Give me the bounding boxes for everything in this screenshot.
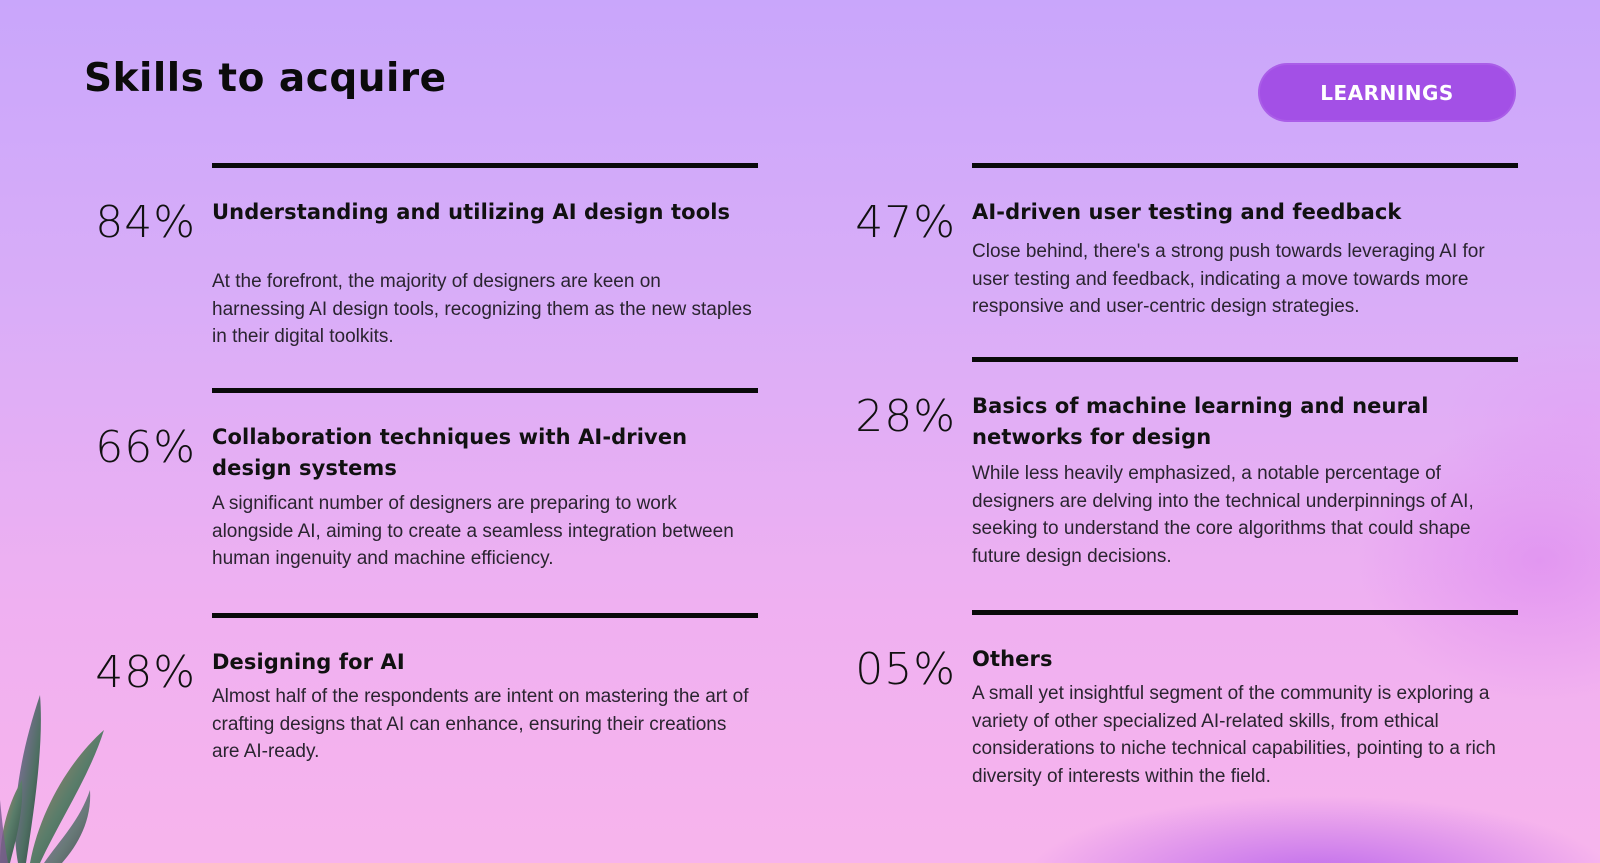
plant-leaves-icon: [0, 695, 104, 863]
page-title: Skills to acquire: [84, 56, 447, 101]
skill-percentage: 47%: [855, 197, 956, 248]
skill-percentage: 28%: [855, 391, 956, 442]
skill-description: Almost half of the respondents are inten…: [212, 686, 749, 762]
section-divider: [972, 163, 1518, 168]
skill-heading: Understanding and utilizing AI design to…: [212, 200, 731, 224]
skill-description: At the forefront, the majority of design…: [212, 271, 752, 347]
section-divider: [972, 357, 1518, 362]
section-divider: [212, 163, 758, 168]
skill-percentage: 84%: [95, 197, 196, 248]
section-divider: [972, 610, 1518, 615]
skill-description: While less heavily emphasized, a notable…: [972, 463, 1474, 567]
skill-description: A small yet insightful segment of the co…: [972, 683, 1496, 787]
skill-percentage: 48%: [95, 647, 196, 698]
learnings-badge[interactable]: LEARNINGS: [1258, 63, 1516, 122]
skill-heading: Basics of machine learning and neural ne…: [972, 394, 1429, 449]
skill-description: Close behind, there's a strong push towa…: [972, 241, 1485, 317]
section-divider: [212, 613, 758, 618]
skill-description: A significant number of designers are pr…: [212, 493, 734, 569]
skill-heading: Others: [972, 647, 1053, 671]
skill-heading: Designing for AI: [212, 650, 405, 674]
skill-percentage: 05%: [855, 644, 956, 695]
skill-heading: Collaboration techniques with AI-driven …: [212, 425, 688, 480]
skill-percentage: 66%: [95, 422, 196, 473]
section-divider: [212, 388, 758, 393]
skill-heading: AI-driven user testing and feedback: [972, 200, 1402, 224]
